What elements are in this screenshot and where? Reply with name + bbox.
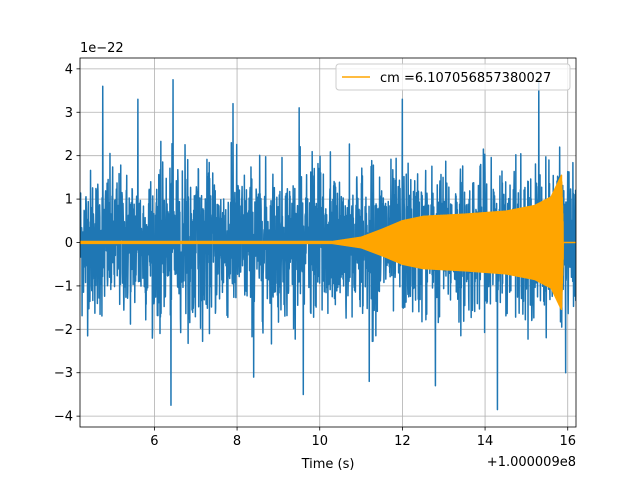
legend-box [335,63,571,91]
plot-area [80,78,576,411]
y-tick-label: 0 [65,236,73,251]
y-tick-label: −4 [54,410,73,425]
x-tick-label: 14 [477,434,494,449]
y-tick-label: 4 [65,62,73,77]
y-tick-label: −3 [54,366,73,381]
y-tick-label: 2 [65,149,73,164]
x-tick-label: 6 [150,434,158,449]
x-tick-label: 8 [233,434,241,449]
x-tick-label: 12 [394,434,411,449]
y-tick-label: −2 [54,323,73,338]
x-tick-label: 10 [311,434,328,449]
legend-label-template: cm =6.107056857380027 [380,71,551,86]
x-axis-label: Time (s) [301,457,355,472]
series-noisy-data-line [80,78,576,411]
legend: cm =6.107056857380027 [335,63,571,91]
x-tick-label: 16 [559,434,576,449]
y-tick-label: 1 [65,193,73,208]
series-template-line [80,174,576,311]
y-tick-label: 3 [65,106,73,121]
x-offset-label: +1.000009e8 [487,455,576,470]
y-tick-label: −1 [54,279,73,294]
y-scale-label: 1e−22 [80,41,124,56]
